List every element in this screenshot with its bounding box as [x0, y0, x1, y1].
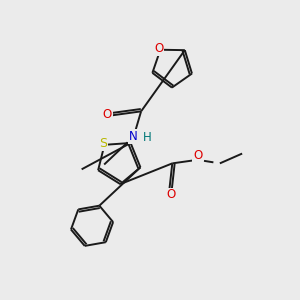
Text: S: S: [100, 137, 108, 150]
Text: H: H: [143, 131, 152, 144]
Text: O: O: [154, 42, 164, 55]
Text: O: O: [193, 149, 202, 162]
Text: N: N: [129, 130, 138, 143]
Text: O: O: [103, 108, 112, 121]
Text: O: O: [166, 188, 176, 201]
